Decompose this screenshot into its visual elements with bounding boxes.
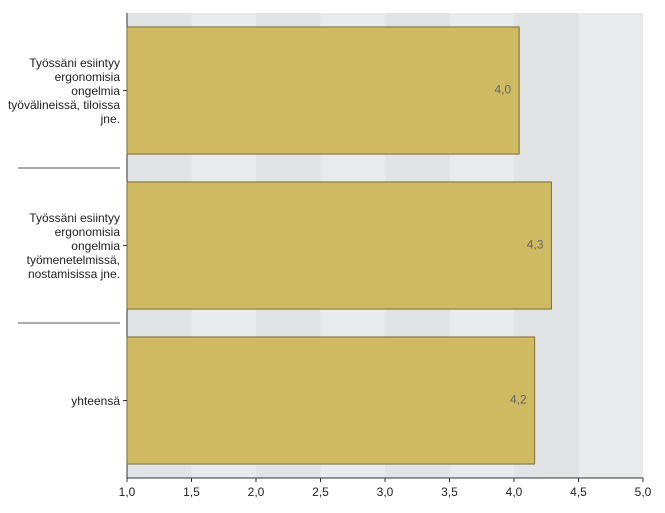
value-label: 4,0 bbox=[494, 83, 511, 97]
x-tick-label: 5,0 bbox=[635, 485, 652, 499]
bar bbox=[126, 336, 536, 465]
bar bbox=[126, 26, 520, 155]
value-label: 4,2 bbox=[510, 393, 527, 407]
y-tick-label: yhteensä bbox=[71, 393, 120, 408]
value-label: 4,3 bbox=[527, 238, 544, 252]
bar bbox=[126, 181, 552, 310]
y-tick-label: Työssäni esiintyy ergonomisia ongelmia t… bbox=[26, 210, 120, 281]
x-tick-label: 2,0 bbox=[248, 485, 265, 499]
band bbox=[578, 13, 643, 478]
x-tick-label: 2,5 bbox=[312, 485, 329, 499]
y-tick-label: Työssäni esiintyy ergonomisia ongelmia t… bbox=[7, 55, 120, 126]
x-tick-label: 4,5 bbox=[570, 485, 587, 499]
x-tick-label: 1,0 bbox=[119, 485, 136, 499]
x-tick-label: 1,5 bbox=[183, 485, 200, 499]
x-tick-label: 3,0 bbox=[377, 485, 394, 499]
x-tick-label: 3,5 bbox=[441, 485, 458, 499]
x-tick-label: 4,0 bbox=[506, 485, 523, 499]
